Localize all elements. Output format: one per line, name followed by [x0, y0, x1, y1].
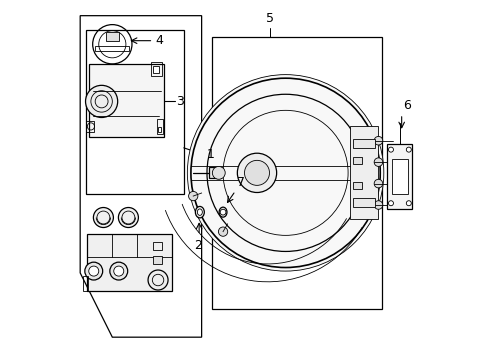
Circle shape: [244, 160, 269, 185]
Bar: [85, 30, 183, 194]
Circle shape: [373, 201, 382, 209]
Circle shape: [387, 147, 393, 152]
Circle shape: [406, 147, 410, 152]
Bar: [391, 158, 407, 194]
Circle shape: [118, 207, 138, 228]
Circle shape: [187, 75, 383, 271]
Bar: [208, 167, 221, 178]
Text: 7: 7: [236, 176, 244, 189]
Circle shape: [93, 207, 113, 228]
Bar: [89, 64, 164, 137]
Text: 3: 3: [176, 95, 183, 108]
Bar: [152, 66, 159, 73]
Circle shape: [85, 85, 118, 117]
Bar: [353, 157, 362, 164]
Bar: [157, 127, 161, 132]
Bar: [106, 32, 119, 41]
Bar: [83, 276, 88, 291]
Text: 1: 1: [206, 148, 214, 162]
Circle shape: [406, 201, 410, 206]
Circle shape: [188, 192, 198, 201]
Bar: [95, 46, 129, 51]
Bar: [152, 256, 162, 264]
Circle shape: [373, 179, 382, 188]
Circle shape: [373, 158, 382, 166]
Circle shape: [114, 266, 123, 276]
Bar: [212, 37, 381, 309]
Ellipse shape: [195, 206, 204, 218]
Circle shape: [387, 201, 393, 206]
Circle shape: [218, 227, 227, 236]
Circle shape: [212, 166, 225, 179]
Bar: [85, 121, 94, 132]
Text: 4: 4: [155, 34, 163, 47]
Bar: [353, 182, 362, 189]
Circle shape: [84, 262, 102, 280]
Circle shape: [373, 136, 382, 145]
Ellipse shape: [197, 209, 202, 215]
Bar: [157, 119, 163, 134]
Bar: [151, 62, 162, 76]
Bar: [152, 242, 162, 249]
Circle shape: [110, 262, 127, 280]
Bar: [353, 198, 374, 207]
Circle shape: [148, 270, 168, 290]
Text: 2: 2: [194, 239, 202, 252]
Text: 5: 5: [265, 12, 273, 24]
Bar: [386, 144, 411, 208]
Bar: [349, 126, 378, 219]
Bar: [86, 234, 172, 291]
Circle shape: [88, 266, 99, 276]
Bar: [353, 139, 374, 148]
Text: 6: 6: [402, 99, 410, 112]
Circle shape: [220, 209, 225, 215]
Circle shape: [237, 153, 276, 193]
Ellipse shape: [219, 207, 226, 217]
